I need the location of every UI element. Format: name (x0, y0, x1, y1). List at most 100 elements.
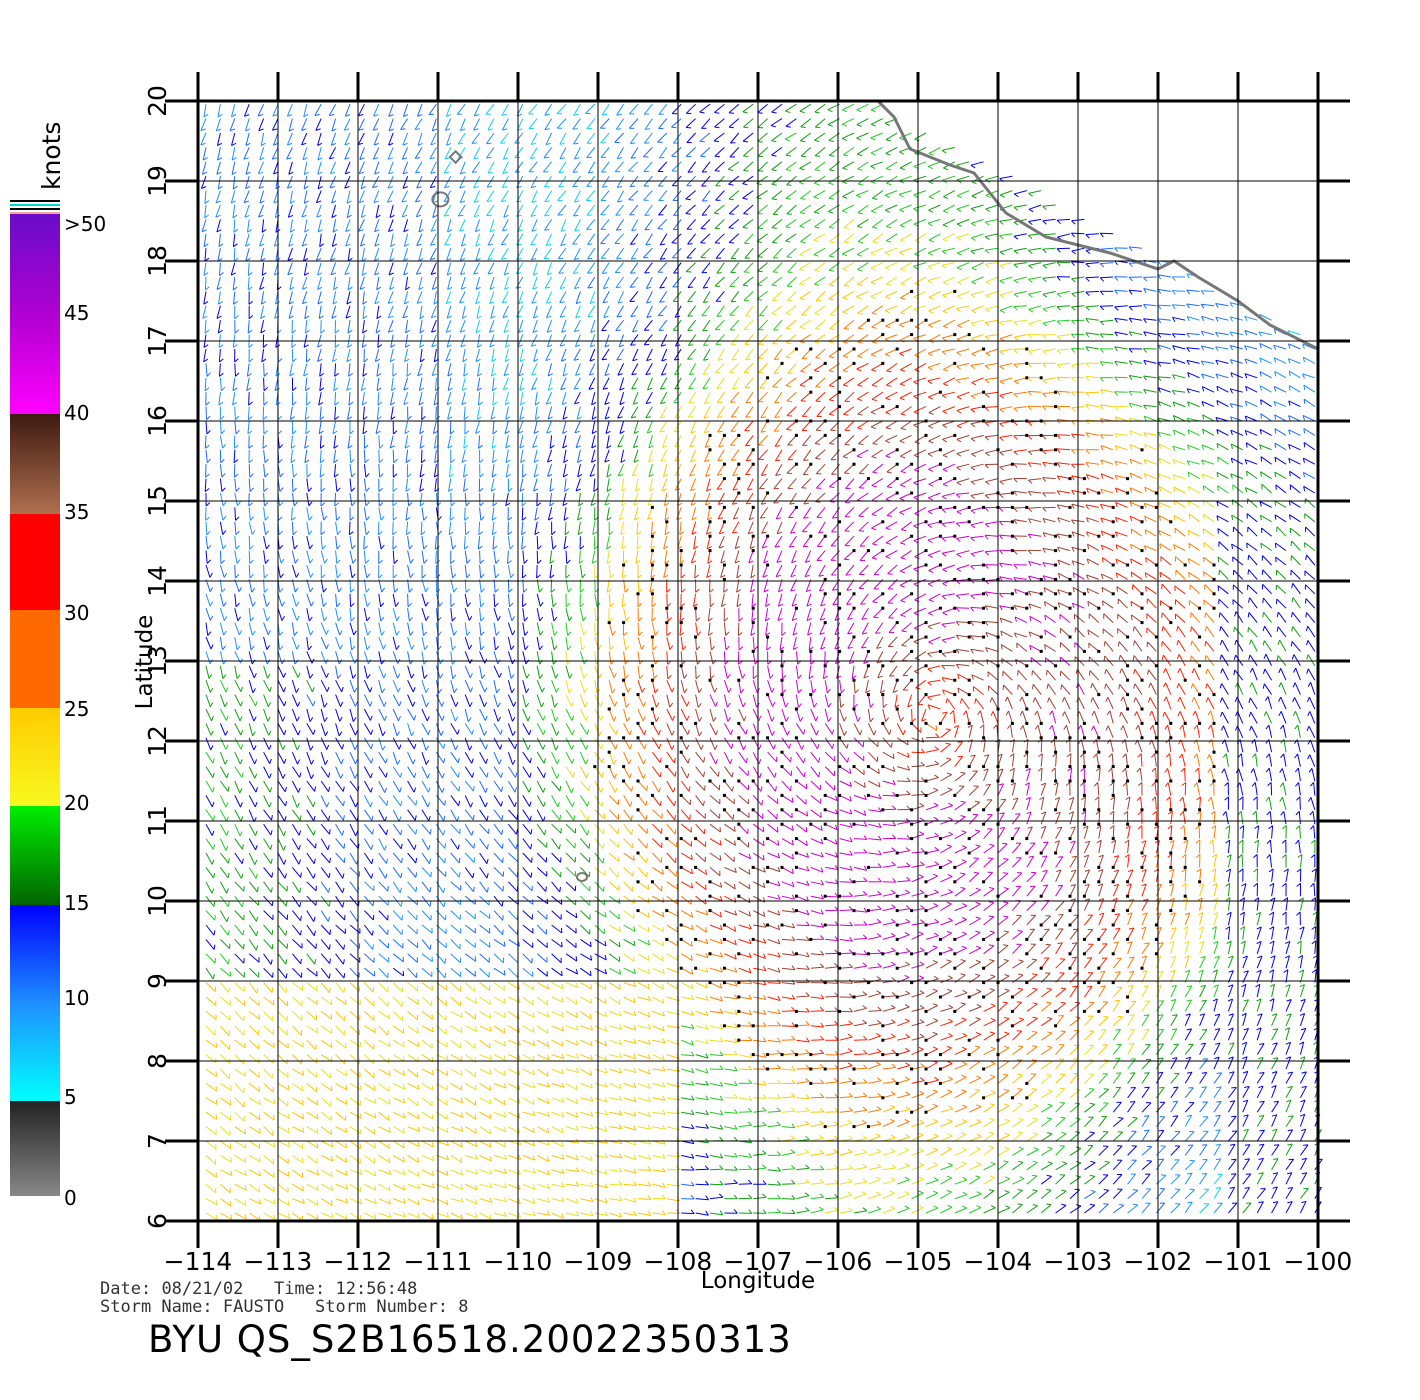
wind-barb (662, 1095, 666, 1101)
rain-flag-dot (665, 909, 669, 913)
wind-vector (335, 1140, 347, 1149)
wind-vector (695, 1198, 709, 1201)
wind-vector (522, 1126, 535, 1133)
wind-barb (662, 955, 664, 962)
wind-vector (796, 895, 809, 902)
wind-barb (228, 858, 230, 864)
wind-vector (738, 1054, 752, 1059)
rain-flag-dot (1025, 1096, 1029, 1100)
wind-vector (1213, 1173, 1223, 1185)
wind-barb (297, 787, 301, 793)
wind-barb (691, 983, 694, 989)
wind-vector (306, 1140, 319, 1149)
wind-vector (580, 1054, 593, 1061)
wind-vector (1285, 1071, 1294, 1084)
wind-barb (1070, 884, 1076, 887)
wind-vector (767, 809, 778, 820)
wind-barb (385, 873, 388, 879)
wind-vector (220, 1169, 233, 1177)
wind-barb (345, 1099, 348, 1105)
rain-flag-dot (665, 865, 669, 869)
wind-vector (392, 1183, 406, 1191)
rain-flag-dot (1025, 837, 1029, 841)
wind-barb (241, 901, 244, 907)
wind-vector (205, 1054, 217, 1064)
wind-vector (479, 1198, 493, 1203)
rain-flag-dot (910, 822, 914, 826)
wind-vector (1026, 1133, 1039, 1142)
wind-vector (724, 1025, 738, 1029)
wind-barb (934, 918, 939, 923)
wind-vector (306, 1212, 319, 1221)
wind-barb (388, 1157, 391, 1163)
wind-vector (263, 1126, 274, 1137)
wind-vector (1012, 1189, 1023, 1199)
wind-vector (1184, 1201, 1193, 1214)
rain-flag-dot (1126, 995, 1130, 999)
wind-barb (342, 786, 345, 792)
wind-vector (738, 795, 749, 805)
wind-barb (429, 944, 432, 950)
wind-vector (565, 1039, 579, 1046)
wind-barb (1216, 1100, 1222, 1103)
wind-vector (392, 1011, 403, 1021)
wind-vector (1040, 1002, 1052, 1012)
wind-vector (421, 838, 429, 851)
wind-barb (575, 1181, 580, 1187)
wind-barb (1238, 868, 1244, 873)
wind-barb (962, 903, 968, 907)
wind-vector (709, 823, 721, 833)
wind-barb (1225, 926, 1230, 930)
wind-vector (810, 966, 824, 969)
wind-vector (580, 1039, 593, 1047)
wind-vector (954, 1063, 968, 1070)
wind-vector (335, 1054, 346, 1065)
wind-vector (450, 1169, 463, 1176)
wind-barb (590, 998, 593, 1004)
wind-vector (954, 873, 966, 883)
wind-barb (1243, 1128, 1249, 1132)
wind-vector (1112, 1029, 1121, 1041)
wind-vector (349, 1140, 361, 1149)
wind-vector (335, 1111, 347, 1121)
wind-barb (791, 923, 796, 929)
wind-vector (623, 996, 636, 1004)
wind-barb (314, 786, 317, 792)
rain-flag-dot (722, 1024, 726, 1028)
wind-vector (1271, 1028, 1279, 1041)
wind-barb (748, 911, 751, 917)
wind-barb (1212, 883, 1218, 887)
wind-barb (662, 984, 665, 990)
wind-barb (791, 1022, 796, 1027)
colorbar-segment (10, 610, 60, 708)
wind-barb (518, 1027, 521, 1033)
wind-barb (790, 1107, 796, 1112)
wind-barb (1258, 1057, 1264, 1060)
wind-vector (868, 1208, 881, 1214)
wind-barb (1214, 1028, 1220, 1031)
wind-vector (1184, 1043, 1194, 1055)
wind-vector (1040, 1118, 1052, 1128)
wind-barb (1227, 998, 1233, 1002)
wind-barb (988, 901, 994, 904)
wind-vector (767, 938, 780, 945)
wind-vector (263, 910, 274, 921)
wind-vector (551, 852, 561, 863)
wind-vector (954, 847, 967, 854)
wind-vector (320, 823, 330, 835)
wind-barb (345, 1143, 347, 1149)
rain-flag-dot (953, 937, 957, 941)
wind-barb (719, 911, 722, 918)
wind-barb (1224, 782, 1229, 787)
wind-barb (791, 881, 795, 887)
wind-vector (738, 953, 752, 958)
rain-flag-dot (1039, 894, 1043, 898)
wind-barb (1076, 1204, 1082, 1207)
wind-vector (853, 1181, 867, 1185)
wind-vector (479, 1054, 492, 1060)
wind-barb (255, 945, 259, 951)
wind-vector (364, 1011, 375, 1021)
wind-vector (868, 1193, 881, 1200)
wind-barb (1129, 1014, 1135, 1017)
wind-vector (580, 838, 590, 849)
